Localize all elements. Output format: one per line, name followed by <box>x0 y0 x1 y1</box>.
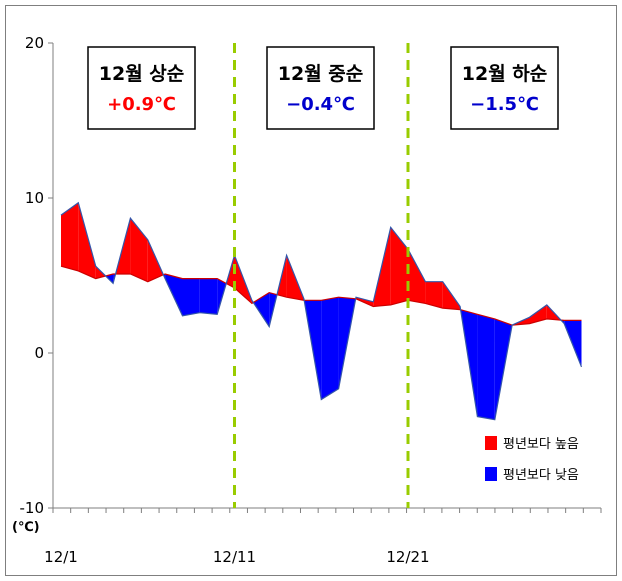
above-normal-area <box>390 227 408 305</box>
annotation-value: +0.9℃ <box>107 94 176 115</box>
legend-label: 평년보다 높음 <box>503 437 579 452</box>
x-tick-label: 12/1 <box>44 548 78 566</box>
above-normal-area <box>130 218 148 282</box>
unit-label: (℃) <box>12 520 40 535</box>
period-annotation: 12월 상순 +0.9℃ <box>87 46 196 130</box>
axes <box>52 43 601 509</box>
series-lines <box>60 201 583 421</box>
below-normal-area <box>477 314 495 420</box>
annotation-box <box>266 46 375 130</box>
y-tick-label: 10 <box>25 189 44 207</box>
below-normal-area <box>199 278 218 315</box>
y-tick-labels: 20 10 0 -10 <box>20 34 53 517</box>
below-normal-area <box>182 278 200 316</box>
annotation-box <box>87 46 196 130</box>
below-normal-area <box>253 292 270 327</box>
annotation-value: −0.4℃ <box>286 94 355 115</box>
legend-label: 평년보다 낮음 <box>503 468 579 483</box>
annotation-value: −1.5℃ <box>470 94 539 115</box>
annotation-title: 12월 상순 <box>99 63 185 85</box>
above-normal-area <box>61 202 79 271</box>
above-normal-area <box>425 281 443 309</box>
period-annotation: 12월 하순 −1.5℃ <box>450 46 559 130</box>
fill-areas <box>61 202 582 420</box>
annotation-box <box>450 46 559 130</box>
above-normal-area <box>529 304 547 324</box>
y-tick-label: 0 <box>34 344 44 362</box>
observed-line <box>60 201 583 421</box>
period-annotation: 12월 중순 −0.4℃ <box>266 46 375 130</box>
x-tick-labels: 12/1 12/11 12/21 <box>44 508 602 566</box>
above-normal-area <box>78 202 96 279</box>
below-normal-area <box>321 297 339 400</box>
above-normal-area <box>147 239 164 282</box>
y-tick-label: 20 <box>25 34 44 52</box>
period-dividers <box>233 43 410 508</box>
above-normal-area <box>408 249 426 304</box>
legend-swatch <box>485 436 497 450</box>
legend-swatch <box>485 467 497 481</box>
period-annotations: 12월 상순 +0.9℃ 12월 중순 −0.4℃ 12월 하순 −1.5℃ <box>87 46 559 130</box>
x-tick-label: 12/11 <box>213 548 256 566</box>
annotation-title: 12월 중순 <box>278 63 364 85</box>
normal-line <box>60 265 582 326</box>
y-tick-label: -10 <box>20 499 45 517</box>
annotation-title: 12월 하순 <box>462 63 548 85</box>
x-tick-label: 12/21 <box>386 548 429 566</box>
